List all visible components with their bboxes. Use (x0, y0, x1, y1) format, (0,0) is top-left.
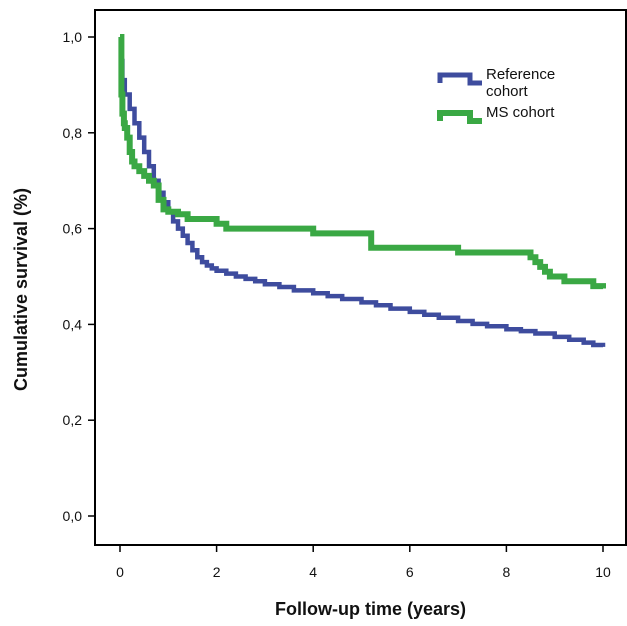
x-tick-label: 2 (213, 564, 221, 580)
x-tick-label: 6 (406, 564, 414, 580)
y-axis-title: Cumulative survival (%) (11, 188, 31, 391)
y-tick-label: 1,0 (63, 29, 83, 45)
legend-swatch-ms (437, 110, 482, 124)
y-tick-label: 0,0 (63, 508, 83, 524)
series-line-ms (118, 34, 606, 290)
legend-label-reference: cohort (486, 83, 529, 100)
x-tick-label: 10 (595, 564, 611, 580)
legend-label-ms: MS cohort (486, 104, 555, 121)
legend-swatch-reference (437, 72, 482, 86)
x-axis-title: Follow-up time (years) (275, 599, 466, 619)
x-tick-label: 0 (116, 564, 124, 580)
plot-area (94, 9, 627, 546)
legend-label-reference: Reference (486, 66, 555, 83)
series-line-reference (118, 34, 606, 348)
x-tick-label: 4 (309, 564, 317, 580)
y-tick-label: 0,6 (63, 221, 83, 237)
series-layer (118, 34, 606, 348)
plot-frame (94, 9, 627, 546)
y-tick-label: 0,2 (63, 412, 83, 428)
x-axis: 0 2 4 6 8 10 (116, 545, 611, 580)
y-tick-label: 0,8 (63, 125, 83, 141)
y-axis: 0,0 0,2 0,4 0,6 0,8 1,0 (63, 29, 95, 524)
x-tick-label: 8 (503, 564, 511, 580)
y-tick-label: 0,4 (63, 316, 83, 332)
